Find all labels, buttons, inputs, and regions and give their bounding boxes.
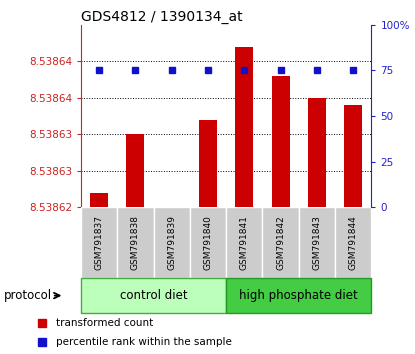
Text: high phosphate diet: high phosphate diet	[239, 289, 358, 302]
Bar	[235, 47, 254, 207]
Bar	[190, 207, 226, 278]
Bar	[81, 207, 117, 278]
Bar	[117, 207, 154, 278]
Bar	[271, 76, 290, 207]
Text: control diet: control diet	[120, 289, 187, 302]
Text: GSM791838: GSM791838	[131, 215, 140, 270]
Text: GSM791843: GSM791843	[312, 215, 322, 270]
Bar	[344, 105, 362, 207]
Text: GSM791844: GSM791844	[349, 215, 358, 270]
Bar	[126, 134, 144, 207]
Bar	[308, 98, 326, 207]
Text: GSM791839: GSM791839	[167, 215, 176, 270]
Bar	[90, 193, 108, 207]
Bar	[335, 207, 371, 278]
Bar	[299, 207, 335, 278]
Text: GDS4812 / 1390134_at: GDS4812 / 1390134_at	[81, 10, 242, 24]
Bar	[226, 207, 263, 278]
Text: GSM791842: GSM791842	[276, 215, 285, 270]
Text: transformed count: transformed count	[56, 318, 153, 328]
Bar	[199, 120, 217, 207]
Text: GSM791841: GSM791841	[240, 215, 249, 270]
Text: GSM791837: GSM791837	[95, 215, 104, 270]
Text: percentile rank within the sample: percentile rank within the sample	[56, 337, 232, 348]
Text: GSM791840: GSM791840	[203, 215, 212, 270]
Bar	[154, 207, 190, 278]
Bar	[263, 207, 299, 278]
Text: protocol: protocol	[4, 289, 52, 302]
